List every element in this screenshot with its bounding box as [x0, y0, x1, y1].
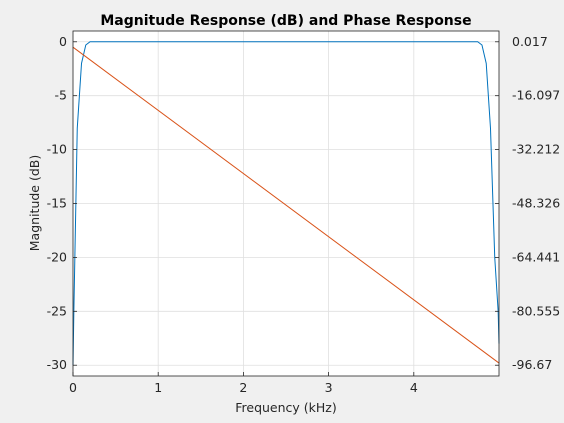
- y-tick-label: 0: [59, 34, 67, 49]
- y2-tick-label: -80.555: [512, 303, 560, 318]
- y-tick-label: -15: [47, 196, 67, 211]
- y2-tick-label: 0.017: [512, 34, 548, 49]
- y-tick-label: -10: [47, 142, 67, 157]
- series-line-2: [72, 46, 500, 364]
- y2-ticks: 0.017 -16.097 -32.212 -48.326 -64.441 -80.555…: [495, 34, 560, 372]
- series-group: [72, 41, 500, 366]
- y-tick-label: -25: [47, 303, 67, 318]
- y-axis-label: Magnitude (dB): [27, 155, 42, 251]
- grid: [72, 31, 499, 376]
- y2-tick-label: -96.67: [512, 357, 552, 372]
- y2-tick-label: -32.212: [512, 142, 560, 157]
- x-tick-label: 0: [69, 380, 77, 395]
- x-tick-label: 1: [154, 380, 162, 395]
- x-tick-label: 3: [325, 380, 333, 395]
- series-line-1: [72, 41, 500, 366]
- y-ticks: 0 -5 -10 -15 -20 -25 -30: [47, 34, 77, 372]
- chart-title: Magnitude Response (dB) and Phase Respon…: [100, 13, 471, 29]
- x-axis-label: Frequency (kHz): [235, 400, 337, 415]
- y-tick-label: -5: [55, 88, 67, 103]
- y-tick-label: -30: [47, 357, 67, 372]
- y-tick-label: -20: [47, 249, 67, 264]
- x-ticks: 0 1 2 3 4: [69, 372, 418, 395]
- x-tick-label: 4: [410, 380, 418, 395]
- y2-tick-label: -64.441: [512, 249, 560, 264]
- y2-tick-label: -16.097: [512, 88, 560, 103]
- x-tick-label: 2: [239, 380, 247, 395]
- y2-tick-label: -48.326: [512, 196, 560, 211]
